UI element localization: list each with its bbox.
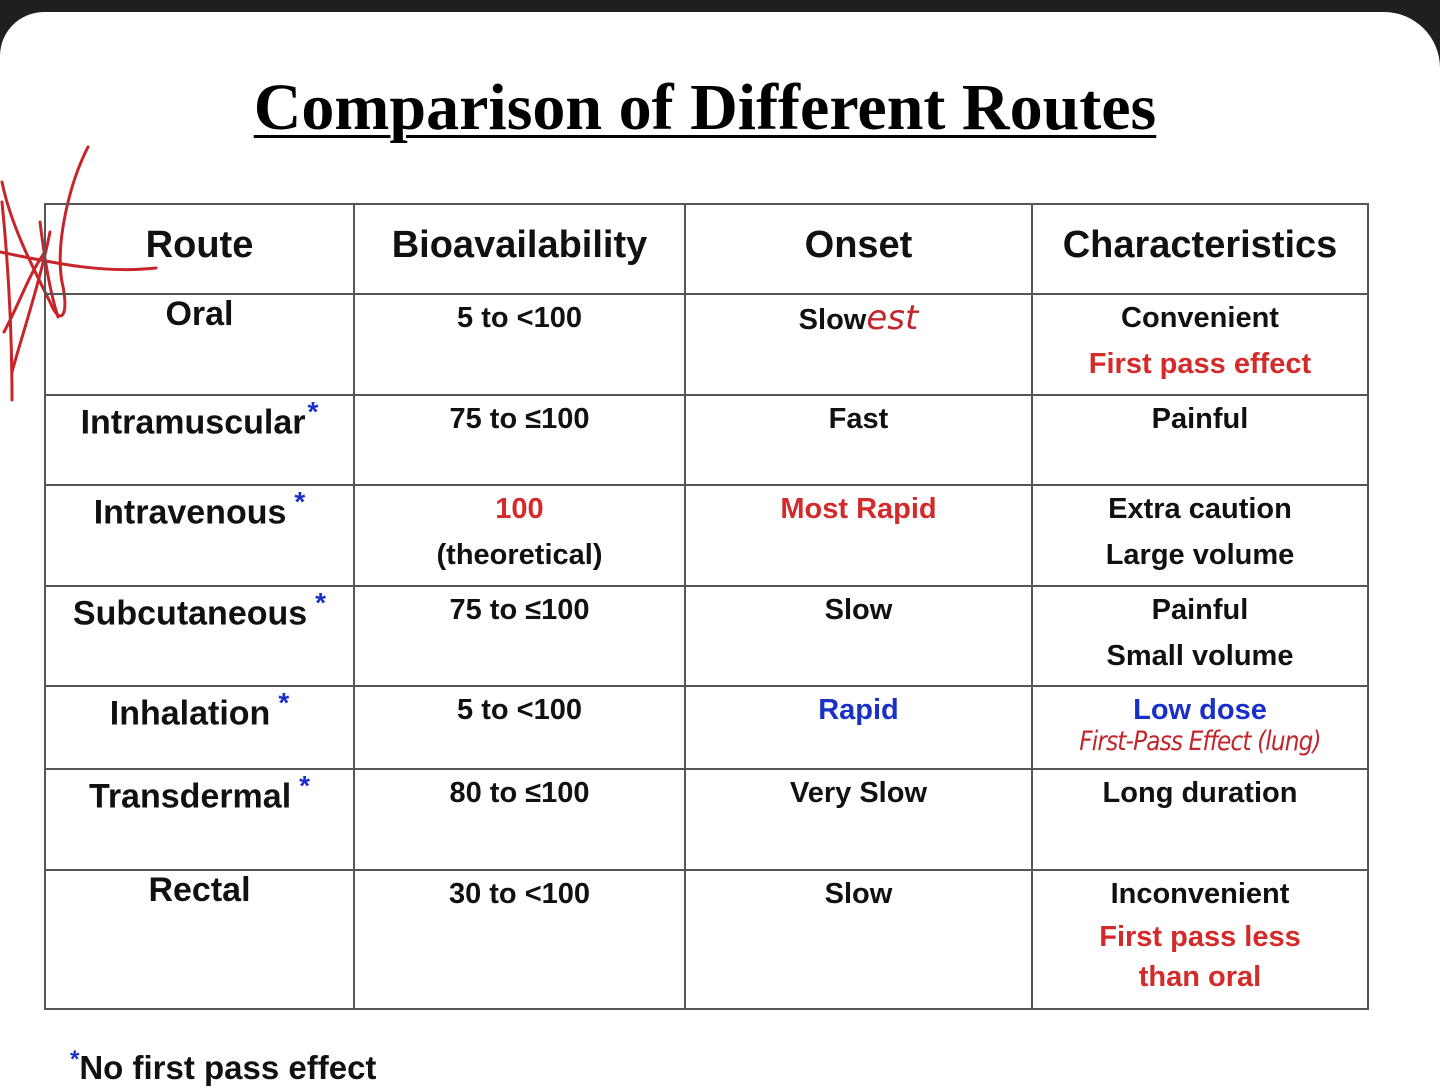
route-cell: Intravenous * bbox=[44, 484, 355, 587]
characteristic-line: Small volume bbox=[1106, 640, 1294, 672]
footnote: *No first pass effect bbox=[70, 1046, 376, 1087]
onset-value: Most Rapid bbox=[780, 493, 937, 525]
onset-cell: Slow bbox=[684, 869, 1033, 1010]
column-header-onset: Onset bbox=[684, 203, 1033, 295]
table-row-intramuscular: Intramuscular* 75 to ≤100 Fast Painful bbox=[44, 394, 1369, 486]
route-name: Rectal bbox=[148, 871, 251, 909]
onset-value: Slow bbox=[824, 594, 893, 626]
characteristics-cell: Inconvenient First pass less than oral bbox=[1031, 869, 1369, 1010]
route-cell: Transdermal * bbox=[44, 768, 355, 871]
bioavailability-cell: 80 to ≤100 bbox=[353, 768, 686, 871]
onset-cell: Slow bbox=[684, 585, 1033, 687]
characteristics-cell: Painful bbox=[1031, 394, 1369, 486]
bioavailability-note: (theoretical) bbox=[436, 539, 603, 571]
column-header-characteristics: Characteristics bbox=[1031, 203, 1369, 295]
characteristics-cell: Painful Small volume bbox=[1031, 585, 1369, 687]
characteristic-handwritten-note: First-Pass Effect (lung) bbox=[1079, 726, 1321, 757]
characteristics-cell: Convenient First pass effect bbox=[1031, 293, 1369, 396]
route-cell: Oral bbox=[44, 293, 355, 396]
no-first-pass-star: * bbox=[307, 396, 319, 427]
bioavailability-value: 75 to ≤100 bbox=[449, 594, 590, 626]
route-cell: Subcutaneous * bbox=[44, 585, 355, 687]
onset-handwritten-note: est bbox=[866, 298, 919, 338]
table-header-row: Route Bioavailability Onset Characterist… bbox=[44, 203, 1369, 295]
table-row-transdermal: Transdermal * 80 to ≤100 Very Slow Long d… bbox=[44, 768, 1369, 871]
route-cell: Rectal bbox=[44, 869, 355, 1010]
column-header-route: Route bbox=[44, 203, 355, 295]
bioavailability-cell: 75 to ≤100 bbox=[353, 394, 686, 486]
footnote-text: No first pass effect bbox=[79, 1049, 377, 1086]
table-row-subcutaneous: Subcutaneous * 75 to ≤100 Slow Painful Sm… bbox=[44, 585, 1369, 687]
characteristic-line-highlight: than oral bbox=[1138, 961, 1262, 993]
bioavailability-value: 75 to ≤100 bbox=[449, 403, 590, 435]
characteristic-line: Long duration bbox=[1102, 777, 1298, 809]
bioavailability-value: 5 to <100 bbox=[457, 694, 582, 726]
route-name: Transdermal bbox=[88, 777, 292, 816]
route-name: Intravenous bbox=[93, 493, 287, 532]
table-row-oral: Oral 5 to <100 Slowest Convenient First … bbox=[44, 293, 1369, 396]
characteristics-cell: Extra caution Large volume bbox=[1031, 484, 1369, 587]
bioavailability-cell: 75 to ≤100 bbox=[353, 585, 686, 687]
route-name: Intramuscular bbox=[80, 403, 306, 442]
route-name: Oral bbox=[165, 295, 234, 333]
route-cell: Intramuscular* bbox=[44, 394, 355, 486]
footnote-star: * bbox=[70, 1046, 80, 1073]
onset-cell: Slowest bbox=[684, 293, 1033, 396]
slide-title-text: Comparison of Different Routes bbox=[253, 71, 1157, 144]
no-first-pass-star: * bbox=[294, 486, 306, 517]
no-first-pass-star: * bbox=[278, 687, 290, 718]
characteristics-cell: Long duration bbox=[1031, 768, 1369, 871]
table-row-rectal: Rectal 30 to <100 Slow Inconvenient Firs… bbox=[44, 869, 1369, 1010]
onset-cell: Most Rapid bbox=[684, 484, 1033, 587]
route-name: Subcutaneous bbox=[72, 594, 308, 633]
onset-cell: Rapid bbox=[684, 685, 1033, 770]
onset-value: Fast bbox=[828, 403, 889, 435]
bioavailability-cell: 100 (theoretical) bbox=[353, 484, 686, 587]
onset-value: Rapid bbox=[818, 694, 899, 726]
route-cell: Inhalation * bbox=[44, 685, 355, 770]
bioavailability-cell: 5 to <100 bbox=[353, 293, 686, 396]
onset-value: Slow bbox=[798, 304, 867, 336]
slide-sheet: Comparison of Different Routes Route Bio… bbox=[0, 12, 1440, 1091]
bioavailability-cell: 5 to <100 bbox=[353, 685, 686, 770]
table-row-intravenous: Intravenous * 100 (theoretical) Most Rapi… bbox=[44, 484, 1369, 587]
slide-title: Comparison of Different Routes bbox=[0, 70, 1410, 146]
onset-cell: Fast bbox=[684, 394, 1033, 486]
characteristic-line: Low dose bbox=[1133, 694, 1267, 726]
characteristic-line: Extra caution bbox=[1108, 493, 1292, 525]
characteristic-line: Large volume bbox=[1105, 539, 1295, 571]
table-row-inhalation: Inhalation * 5 to <100 Rapid Low dose Fir… bbox=[44, 685, 1369, 770]
onset-value: Very Slow bbox=[789, 777, 927, 809]
route-name: Inhalation bbox=[109, 694, 271, 733]
no-first-pass-star: * bbox=[315, 587, 327, 618]
no-first-pass-star: * bbox=[299, 770, 311, 801]
characteristics-cell: Low dose First-Pass Effect (lung) bbox=[1031, 685, 1369, 770]
characteristic-line: Painful bbox=[1151, 594, 1249, 626]
bioavailability-value: 100 bbox=[495, 493, 544, 525]
bioavailability-cell: 30 to <100 bbox=[353, 869, 686, 1010]
bioavailability-value: 30 to <100 bbox=[448, 878, 591, 910]
onset-cell: Very Slow bbox=[684, 768, 1033, 871]
characteristic-line-highlight: First pass less bbox=[1099, 921, 1301, 953]
characteristic-line-highlight: First pass effect bbox=[1088, 348, 1312, 380]
bioavailability-value: 5 to <100 bbox=[457, 302, 582, 334]
characteristic-line: Convenient bbox=[1121, 302, 1279, 334]
column-header-bioavailability: Bioavailability bbox=[353, 203, 686, 295]
routes-comparison-table: Route Bioavailability Onset Characterist… bbox=[44, 203, 1369, 1010]
characteristic-line: Inconvenient bbox=[1110, 878, 1290, 910]
onset-value: Slow bbox=[824, 878, 893, 910]
bioavailability-value: 80 to ≤100 bbox=[449, 777, 590, 809]
characteristic-line: Painful bbox=[1151, 403, 1249, 435]
